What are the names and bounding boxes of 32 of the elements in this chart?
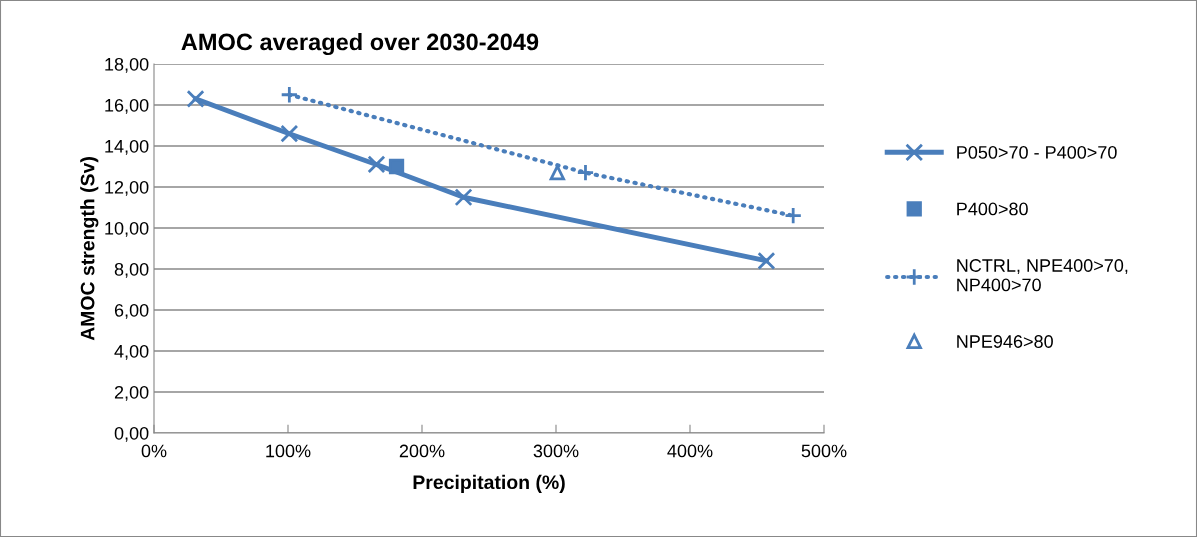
y-tick-label: 14,00 — [105, 139, 149, 155]
y-tick-label: 0,00 — [114, 426, 149, 442]
chart-title: AMOC averaged over 2030-2049 — [181, 33, 539, 56]
x-axis-title: Precipitation (%) — [413, 474, 565, 493]
x-tick-label: 200% — [399, 444, 445, 458]
point — [454, 188, 473, 207]
point — [280, 85, 299, 104]
legend-label: P050>70 - P400>70 — [957, 146, 1117, 159]
point — [367, 155, 386, 174]
point — [280, 124, 299, 143]
point — [784, 206, 803, 225]
x-tick-label: 100% — [266, 444, 311, 458]
y-tick-label: 16,00 — [105, 98, 149, 114]
legend-label: P400>80 — [957, 202, 1028, 216]
legend-label: NCTRL, NPE400>70, NP400>70 — [957, 259, 1128, 292]
x-tick-label: 300% — [533, 444, 579, 458]
y-tick-label: 6,00 — [114, 303, 149, 319]
point — [549, 165, 565, 181]
y-tick-label: 4,00 — [114, 344, 149, 360]
y-axis-title: AMOC strength (Sv) — [80, 157, 99, 341]
y-tick-label: 18,00 — [105, 57, 149, 73]
point — [186, 89, 205, 108]
x-tick-label: 500% — [801, 444, 847, 458]
point — [388, 158, 405, 175]
y-tick-label: 10,00 — [105, 221, 149, 237]
y-tick-label: 12,00 — [105, 180, 149, 196]
y-tick-label: 2,00 — [114, 385, 149, 401]
point — [757, 251, 776, 270]
y-tick-label: 8,00 — [114, 262, 149, 278]
x-tick-label: 400% — [667, 444, 713, 458]
x-tick-label: 0% — [141, 444, 167, 458]
legend-label: NPE946>80 — [957, 335, 1053, 348]
